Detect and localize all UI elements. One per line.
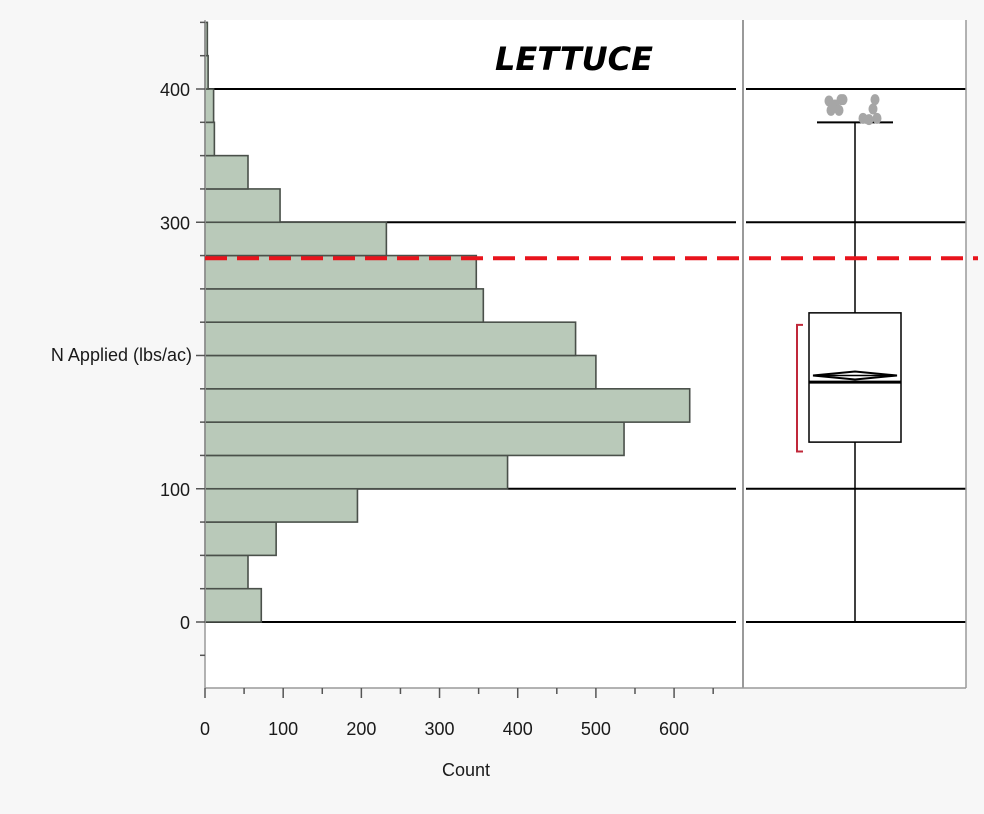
shortest-half-bracket: [796, 323, 803, 453]
y-tick-label-100: 100: [160, 480, 190, 500]
box-iqr: [808, 312, 902, 443]
histogram-bar-10: [204, 254, 478, 290]
x-tick-label-0: 0: [200, 719, 210, 739]
outlier-point-3: [834, 104, 844, 116]
y-tick-label-300: 300: [160, 213, 190, 233]
histogram-bar-5: [204, 421, 625, 457]
plot-frame: [204, 20, 967, 689]
chart-title: LETTUCE: [495, 40, 653, 78]
y-axis-title: N Applied (lbs/ac): [51, 345, 192, 365]
y-tick-label-400: 400: [160, 80, 190, 100]
histogram-bar-9: [204, 288, 485, 323]
axes: 0 100 300 400 0 100 200 300 400 500 600: [160, 21, 714, 739]
histogram-bar-7: [204, 354, 597, 390]
histogram-bar-3: [204, 487, 359, 523]
x-tick-label-400: 400: [503, 719, 533, 739]
histogram-bar-4: [204, 454, 509, 490]
outlier-point-10: [838, 94, 848, 106]
x-tick-label-300: 300: [425, 719, 455, 739]
histogram-bar-6: [204, 388, 691, 423]
histogram-bar-12: [204, 188, 281, 224]
x-tick-label-100: 100: [268, 719, 298, 739]
outlier-point-7: [868, 103, 878, 115]
histogram-bar-8: [204, 321, 577, 357]
histogram-bar-14: [204, 121, 216, 157]
y-tick-label-0: 0: [180, 613, 190, 633]
box-plot: [796, 94, 902, 622]
x-tick-label-500: 500: [581, 719, 611, 739]
histogram-bar-15: [204, 88, 215, 124]
outlier-point-2: [826, 104, 836, 116]
outlier-point-6: [864, 114, 874, 126]
histogram-bar-2: [204, 521, 277, 557]
x-tick-label-600: 600: [659, 719, 689, 739]
outlier-point-4: [824, 95, 834, 107]
histogram-bar-0: [204, 587, 263, 623]
outlier-point-9: [872, 112, 882, 124]
x-tick-label-200: 200: [346, 719, 376, 739]
outlier-point-8: [870, 94, 880, 106]
x-axis-title: Count: [442, 760, 490, 780]
histogram-bar-11: [204, 221, 388, 257]
histogram-bar-1: [204, 554, 249, 590]
histogram-bar-13: [204, 154, 249, 190]
